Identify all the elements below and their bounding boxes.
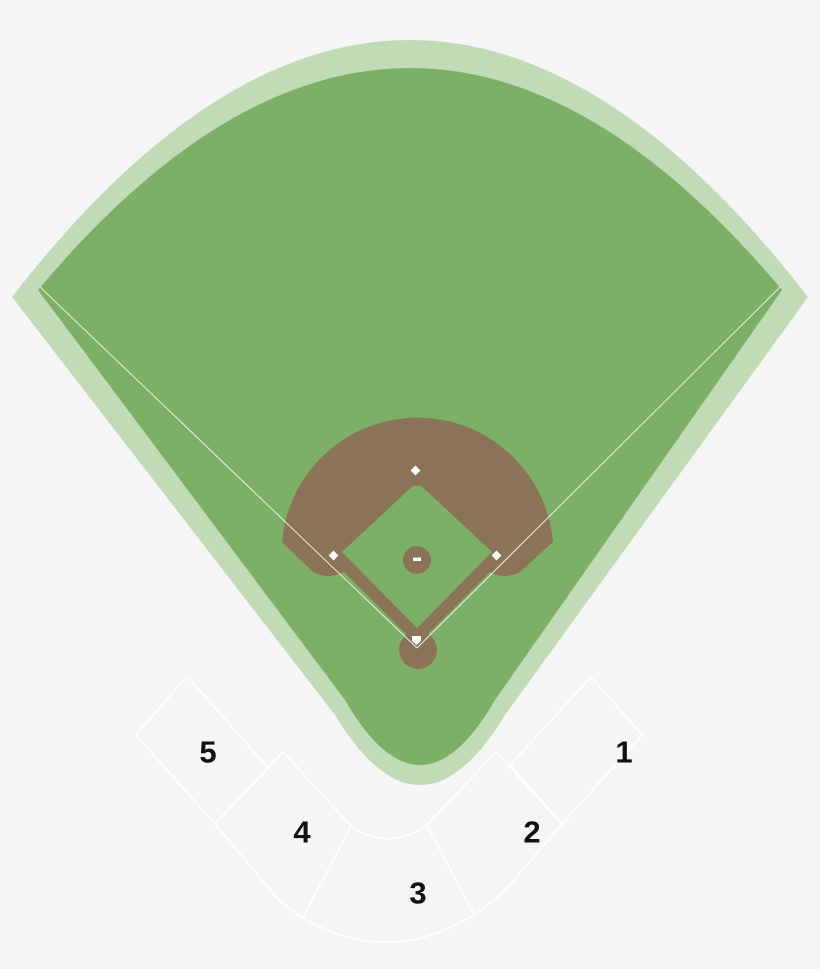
infield (282, 417, 553, 669)
third-base (328, 550, 339, 561)
second-base (410, 465, 421, 476)
section-5-outline[interactable] (134, 674, 270, 826)
basepath-third (330, 553, 420, 639)
section-3[interactable]: 3 (301, 823, 476, 944)
section-1-label: 1 (615, 735, 632, 770)
basepath-first (414, 553, 498, 639)
section-4-outline[interactable] (213, 750, 352, 920)
bases (328, 465, 502, 645)
section-4-label: 4 (293, 815, 311, 850)
section-3-outline[interactable] (301, 823, 476, 944)
first-base (491, 550, 502, 561)
section-5-label: 5 (199, 735, 216, 770)
right-foul-line (416, 286, 781, 649)
section-2-label: 2 (523, 815, 540, 850)
second-base-cutout (405, 462, 429, 486)
section-1[interactable]: 1 (508, 675, 644, 826)
left-foul-line (39, 286, 418, 649)
seating-sections: 1 2 3 4 5 (134, 674, 644, 944)
section-3-label: 3 (409, 876, 426, 911)
home-plate (412, 636, 421, 645)
section-5[interactable]: 5 (134, 674, 270, 826)
outfield-grass (38, 68, 782, 765)
foul-lines (39, 286, 781, 649)
section-4[interactable]: 4 (213, 750, 352, 920)
third-base-cutout (308, 539, 342, 573)
pitchers-rubber (413, 557, 421, 561)
